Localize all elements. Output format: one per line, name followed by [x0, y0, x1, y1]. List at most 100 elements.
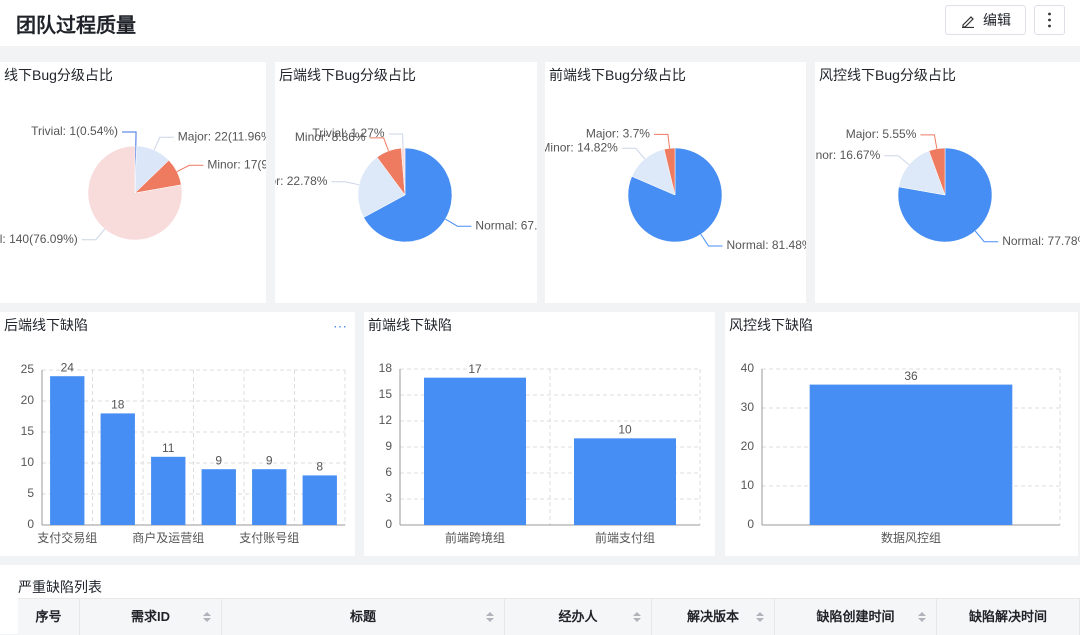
leader-line: [974, 230, 999, 243]
chart-panel: 后端线下缺陷 0 5 10 15 20 25 24 支付交易组 18 11 商户及运营组 9 9 支付账号组…: [0, 312, 355, 556]
page-title: 团队过程质量: [16, 15, 136, 37]
chart-title: 线下Bug分级占比: [4, 67, 113, 83]
leader-line: [153, 136, 174, 151]
column-header[interactable]: 缺陷创建时间: [775, 599, 937, 635]
bar: [252, 469, 287, 525]
sort-arrows: [918, 612, 926, 622]
y-tick-label: 9: [385, 439, 392, 453]
column-label: 解决版本: [686, 609, 739, 624]
x-tick-label: 前端跨境组: [445, 530, 505, 545]
column-header[interactable]: 标题: [222, 599, 505, 635]
leader-line: [176, 164, 204, 173]
slice-label: Major: 22(11.96%): [178, 129, 266, 143]
slice-label: Minor: 17(9.24%): [207, 157, 266, 171]
column-label: 标题: [349, 609, 376, 624]
leader-line: [122, 131, 137, 147]
y-tick-label: 5: [27, 486, 34, 500]
column-label: 缺陷解决时间: [968, 609, 1047, 624]
y-tick-label: 0: [747, 517, 754, 531]
x-tick-label: 前端支付组: [595, 530, 655, 545]
y-tick-label: 10: [741, 478, 755, 492]
sort-arrows: [633, 612, 641, 622]
slice-label: Major: 3.7%: [586, 127, 650, 141]
column-label: 经办人: [558, 609, 598, 624]
leader-line: [884, 155, 910, 166]
y-tick-label: 20: [741, 439, 755, 453]
value-label: 11: [162, 441, 175, 455]
edit-label: 编辑: [983, 12, 1011, 28]
y-tick-label: 3: [385, 491, 392, 505]
chart: 0 5 10 15 20 25 24 支付交易组 18 11 商户及运营组 9 9 支付账号组 8 ···: [21, 318, 347, 545]
slice-label: Normal: 81.48%: [727, 238, 806, 252]
slice-label: Normal: 67.09%: [475, 218, 537, 232]
leader-line: [331, 181, 360, 186]
leader-line: [920, 134, 938, 149]
table-title: 严重缺陷列表: [18, 579, 102, 595]
chart: Normal: 67.09% Major: 22.78% Minor: 8.86%T…: [275, 126, 537, 243]
bar: [50, 376, 85, 525]
slice-label: Normal: 77.78%: [1002, 234, 1080, 248]
slice-label: Normal: 140(76.09%): [0, 232, 78, 246]
edit-button[interactable]: 编辑: [945, 5, 1026, 35]
column-header[interactable]: 需求ID: [80, 599, 222, 635]
chart-title: 前端线下Bug分级占比: [549, 67, 686, 83]
x-tick-label: 支付交易组: [37, 530, 97, 545]
leader-line: [621, 147, 646, 160]
edit-icon: [962, 16, 974, 28]
pie-slice: [663, 147, 676, 196]
column-label: 缺陷创建时间: [816, 609, 895, 624]
more-icon: [1048, 12, 1051, 28]
y-tick-label: 10: [21, 455, 35, 469]
chart: 0 3 6 9 12 15 18 17 前端跨境组 10 前端支付组: [379, 361, 701, 545]
value-label: 10: [618, 423, 632, 437]
table-panel: 严重缺陷列表 序号 需求ID 标题 经办人 解决版本 缺陷创建时间 缺陷解决时间: [0, 565, 1080, 635]
leader-line: [81, 228, 106, 241]
y-tick-label: 6: [385, 465, 392, 479]
chart: 0 10 20 30 40 36 数据风控组: [741, 361, 1061, 545]
bar: [424, 377, 526, 525]
sort-arrows: [203, 612, 211, 622]
y-tick-label: 15: [21, 424, 35, 438]
pie-slice: [87, 145, 183, 241]
y-tick-label: 18: [379, 361, 393, 375]
slice-label: Minor: 16.67%: [815, 148, 881, 162]
x-tick-label: 数据风控组: [881, 530, 941, 545]
value-label: 36: [904, 369, 918, 383]
bar: [100, 413, 135, 525]
leader-line: [388, 133, 404, 149]
column-header[interactable]: 解决版本: [652, 599, 775, 635]
pie-slice: [898, 150, 946, 196]
leader-line: [369, 137, 389, 152]
chart-panel: 风控线下Bug分级占比 Normal: 77.78% Minor: 16.67% Ma…: [815, 62, 1080, 303]
column-header[interactable]: 经办人: [505, 599, 652, 635]
chart-panel: 风控线下缺陷 0 10 20 30 40 36 数据风控组: [725, 312, 1078, 556]
slice-label: Major: 5.55%: [846, 127, 917, 141]
chart-title: 前端线下缺陷: [368, 317, 452, 333]
column-header: 缺陷解决时间: [937, 599, 1080, 635]
sort-arrows: [486, 612, 494, 622]
leader-line: [653, 133, 671, 149]
value-label: 8: [316, 460, 323, 474]
more-dots: ···: [333, 318, 347, 334]
sort-icon: [486, 612, 494, 622]
y-tick-label: 25: [21, 362, 35, 376]
pie-slice: [400, 147, 406, 196]
table-header: 序号 需求ID 标题 经办人 解决版本 缺陷创建时间 缺陷解决时间: [18, 598, 1080, 635]
chart-panel: 后端线下Bug分级占比 Normal: 67.09% Major: 22.78% Mi…: [275, 62, 537, 303]
leader-line: [700, 233, 723, 247]
chart-title: 后端线下Bug分级占比: [279, 67, 416, 83]
y-tick-label: 12: [379, 413, 393, 427]
x-tick-label: 商户及运营组: [132, 530, 204, 545]
value-label: 24: [61, 360, 75, 374]
chart: Normal: 81.48% Minor: 14.82%Major: 3.7%: [545, 127, 806, 253]
chart: Normal: 77.78% Minor: 16.67% Major: 5.55%: [815, 127, 1080, 248]
sort-icon: [633, 612, 641, 622]
bar: [302, 475, 337, 525]
chart: Trivial: 1(0.54%) Major: 22(11.96%) Minor:…: [0, 124, 266, 246]
more-button[interactable]: [1034, 5, 1065, 35]
x-tick-label: 支付账号组: [239, 531, 299, 545]
chart-title: 风控线下缺陷: [729, 317, 813, 333]
y-tick-label: 20: [21, 393, 35, 407]
slice-label: Minor: 8.86%: [295, 130, 366, 144]
